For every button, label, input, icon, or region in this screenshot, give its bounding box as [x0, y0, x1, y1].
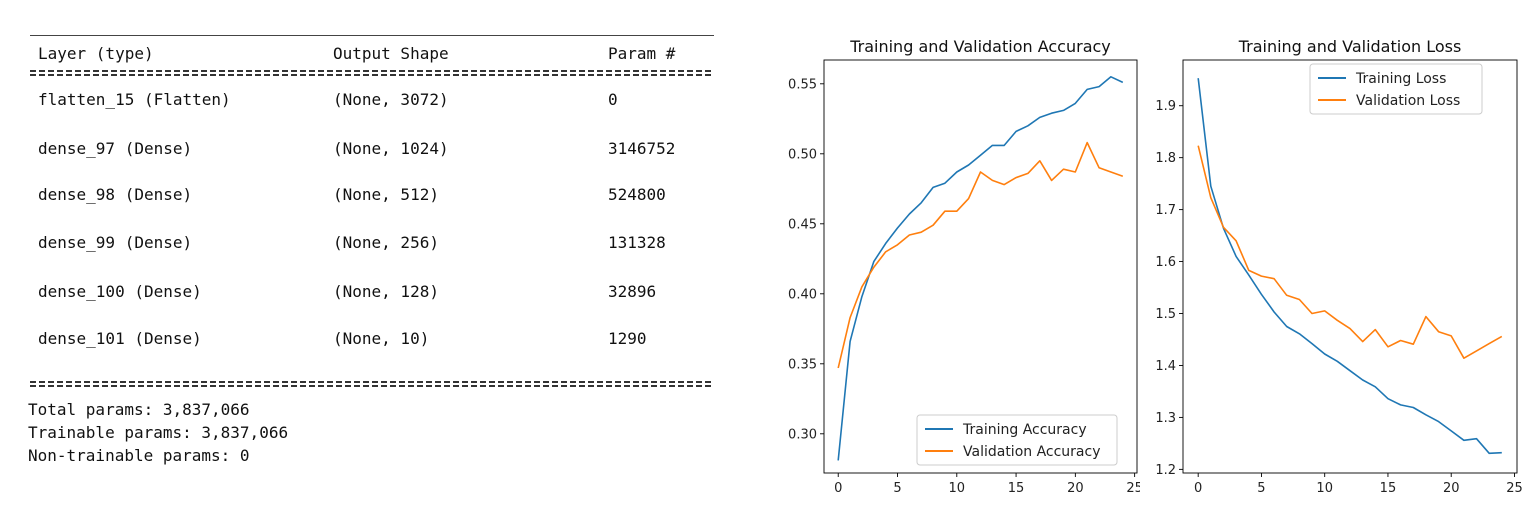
y-tick-label: 1.8: [1155, 151, 1176, 166]
y-tick-label: 0.45: [788, 217, 817, 232]
legend-label: Training Accuracy: [962, 422, 1087, 438]
row-shape: (None, 256): [333, 233, 439, 252]
legend-box: [916, 414, 1118, 466]
y-tick-label: 0.50: [788, 147, 817, 162]
chart-title: Training and Validation Accuracy: [849, 37, 1111, 56]
row-layer: dense_98 (Dense): [38, 185, 193, 204]
trainable-params: Trainable params: 3,837,066: [28, 423, 289, 442]
series-line-training-loss: [1197, 78, 1502, 455]
row-shape: (None, 1024): [333, 139, 449, 158]
plot-frame: [823, 59, 1138, 474]
summary-header-rule: [30, 68, 714, 78]
x-tick-label: 25: [1126, 481, 1140, 496]
y-tick-label: 0.35: [788, 357, 817, 372]
row-layer: dense_99 (Dense): [38, 233, 193, 252]
x-tick-label: 0: [1194, 481, 1202, 496]
row-layer: dense_97 (Dense): [38, 139, 193, 158]
x-tick-label: 5: [893, 481, 901, 496]
y-tick-label: 1.2: [1155, 463, 1176, 478]
row-params: 131328: [608, 233, 666, 252]
row-layer: flatten_15 (Flatten): [38, 90, 231, 109]
x-tick-label: 5: [1257, 481, 1265, 496]
y-tick-label: 1.7: [1155, 203, 1176, 218]
row-shape: (None, 3072): [333, 90, 449, 109]
header-params: Param #: [608, 44, 676, 63]
header-shape: Output Shape: [333, 44, 449, 63]
y-tick-label: 1.9: [1155, 99, 1176, 114]
header-layer: Layer (type): [38, 44, 154, 63]
chart-title: Training and Validation Loss: [1238, 37, 1462, 56]
x-tick-label: 15: [1380, 481, 1397, 496]
legend-label: Validation Loss: [1356, 93, 1460, 109]
model-summary: Layer (type) Output Shape Param # flatte…: [0, 0, 740, 528]
x-tick-label: 20: [1067, 481, 1084, 496]
x-tick-label: 10: [949, 481, 966, 496]
legend-label: Validation Accuracy: [963, 444, 1101, 460]
row-params: 1290: [608, 329, 647, 348]
y-tick-label: 1.6: [1155, 255, 1176, 270]
series-line-validation-accuracy: [837, 141, 1124, 369]
legend: Training Accuracy Validation Accuracy: [916, 414, 1118, 466]
loss-chart: Training and Validation Loss 0 5 10 15 20 25 1.…: [1155, 37, 1523, 496]
row-layer: dense_100 (Dense): [38, 282, 202, 301]
legend: Training Loss Validation Loss: [1309, 63, 1483, 115]
row-params: 3146752: [608, 139, 676, 158]
non-trainable-params: Non-trainable params: 0: [28, 446, 250, 465]
summary-footer-rule: [30, 379, 714, 389]
x-tick-label: 15: [1008, 481, 1025, 496]
legend-label: Training Loss: [1355, 71, 1446, 87]
x-tick-label: 25: [1506, 481, 1523, 496]
legend-box: [1309, 63, 1483, 115]
x-tick-label: 20: [1443, 481, 1460, 496]
series-line-validation-loss: [1197, 145, 1503, 360]
total-params: Total params: 3,837,066: [28, 400, 250, 419]
y-tick-label: 0.40: [788, 287, 817, 302]
row-shape: (None, 10): [333, 329, 430, 348]
summary-top-rule: [30, 35, 714, 36]
x-tick-label: 0: [834, 481, 842, 496]
y-tick-label: 1.5: [1155, 307, 1176, 322]
row-params: 524800: [608, 185, 666, 204]
row-layer: dense_101 (Dense): [38, 329, 202, 348]
row-params: 0: [608, 90, 618, 109]
row-shape: (None, 128): [333, 282, 439, 301]
plot-frame: [1182, 59, 1518, 474]
y-tick-label: 0.30: [788, 427, 817, 442]
x-tick-label: 10: [1316, 481, 1333, 496]
row-shape: (None, 512): [333, 185, 439, 204]
accuracy-chart: Training and Validation Accuracy 0 5 10 15 20…: [788, 37, 1140, 496]
y-tick-label: 1.4: [1155, 359, 1176, 374]
series-line-training-accuracy: [837, 76, 1124, 461]
y-tick-label: 1.3: [1155, 411, 1176, 426]
row-params: 32896: [608, 282, 657, 301]
y-tick-label: 0.55: [788, 77, 817, 92]
